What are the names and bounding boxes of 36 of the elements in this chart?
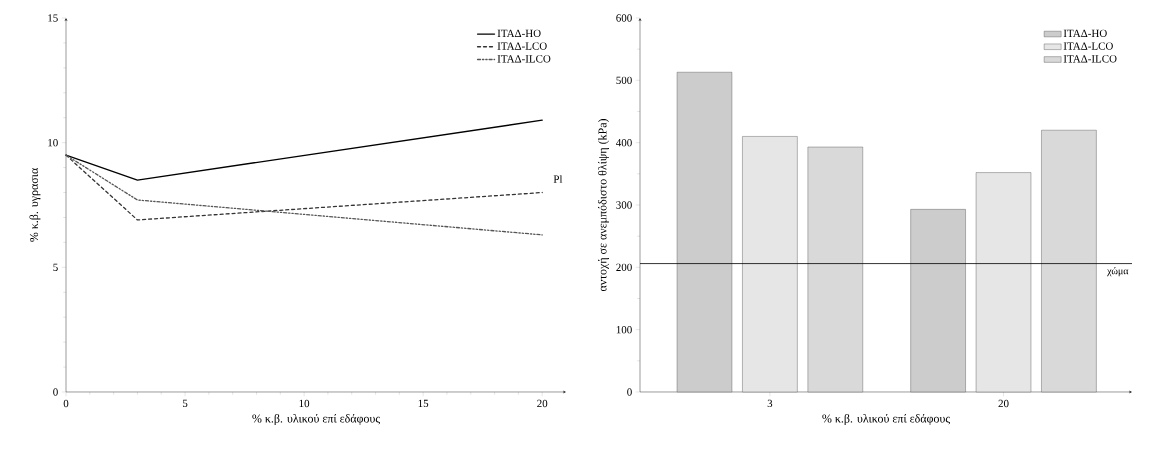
y-axis-title: % κ.β. υγρασια <box>29 168 41 242</box>
y-tick-label: 500 <box>616 76 632 85</box>
y-tick-label: 0 <box>53 388 58 396</box>
y-tick-label: 100 <box>616 325 632 334</box>
y-tick-label: 10 <box>48 138 58 147</box>
x-tick-label: 15 <box>418 399 429 408</box>
annotation: Pl <box>553 175 563 183</box>
x-tick-label: 0 <box>63 399 69 408</box>
y-tick-label: 600 <box>616 14 632 22</box>
bar <box>742 136 798 393</box>
ref-line-label: χώμα <box>1107 267 1129 277</box>
bar <box>807 146 863 393</box>
legend-label: ΙΤΑΔ-ILCO <box>497 55 551 63</box>
legend-label: ΙΤΑΔ-LCO <box>1063 42 1113 50</box>
y-tick-label: 200 <box>616 263 632 272</box>
y-tick-label: 5 <box>53 263 58 271</box>
y-tick-label: 15 <box>48 14 58 22</box>
bar <box>975 172 1032 393</box>
y-tick-label: 400 <box>616 138 632 147</box>
y-tick-label: 0 <box>627 388 632 396</box>
legend-label: ΙΤΑΔ-LCO <box>497 42 547 50</box>
y-tick-label: 300 <box>616 201 632 209</box>
x-tick-label: 20 <box>998 399 1009 408</box>
bar <box>676 72 733 393</box>
bar <box>1041 129 1097 393</box>
x-tick-label: 3 <box>767 399 773 408</box>
x-tick-label: 20 <box>537 399 548 408</box>
y-axis-title: αντοχή σε ανεμπόδιστο θλίψη (kPa) <box>597 119 609 292</box>
x-axis-title: % κ.β. υλικού επί εδάφους <box>822 414 950 425</box>
x-axis-title: % κ.β. υλικού επί εδάφους <box>252 414 380 425</box>
legend-label: ΙΤΑΔ-HO <box>497 29 541 38</box>
legend-label: ΙΤΑΔ-ILCO <box>1063 55 1117 63</box>
bar <box>910 209 966 393</box>
x-tick-label: 5 <box>182 399 188 408</box>
legend-label: ΙΤΑΔ-HO <box>1063 29 1107 38</box>
x-tick-label: 10 <box>299 399 310 408</box>
